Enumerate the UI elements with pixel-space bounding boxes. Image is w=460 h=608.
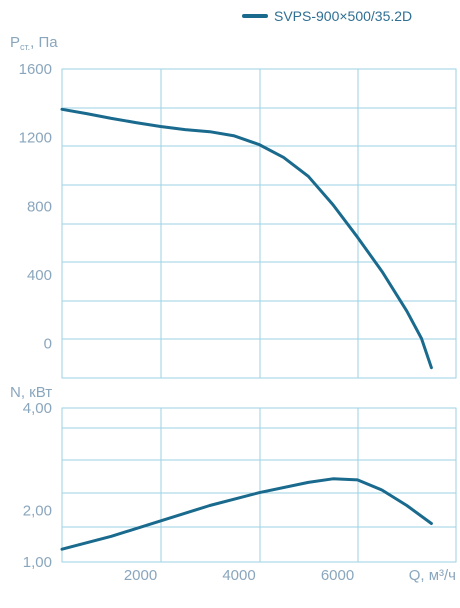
power-curve [60,477,433,551]
power-tick-label: 1,00 [23,554,52,571]
pressure-tick-label: 800 [27,198,52,215]
pressure-axis-title: Pст., Па [10,34,58,52]
power-axis-title: N, кВт [10,384,52,401]
flow-axis-title: Q, м³/ч [409,567,456,584]
power-tick-label: 4,00 [23,400,52,417]
pressure-tick-label: 0 [44,336,52,353]
power-tick-label: 2,00 [23,503,52,520]
pressure-grid [61,68,457,379]
legend-label: SVPS-900×500/35.2D [274,8,412,24]
flow-tick-label: 4000 [222,567,255,584]
power-y-ticks: 4,00 2,00 1,00 [23,400,52,571]
legend: SVPS-900×500/35.2D [242,8,412,24]
pressure-tick-label: 400 [27,267,52,284]
power-panel: N, кВт 4,00 2,00 1,00 2000 4000 6000 Q, м³/ч [10,384,457,584]
flow-tick-label: 6000 [321,567,354,584]
power-frame [61,407,457,563]
pressure-curve [60,107,433,370]
power-grid [61,407,457,563]
flow-tick-label: 2000 [124,567,157,584]
pressure-tick-label: 1200 [19,130,52,147]
pressure-y-ticks: 1600 1200 800 400 0 [19,61,52,353]
pressure-tick-label: 1600 [19,61,52,78]
flow-x-ticks: 2000 4000 6000 [124,567,354,584]
pressure-panel: Pст., Па 1600 1200 800 400 0 [10,34,457,379]
